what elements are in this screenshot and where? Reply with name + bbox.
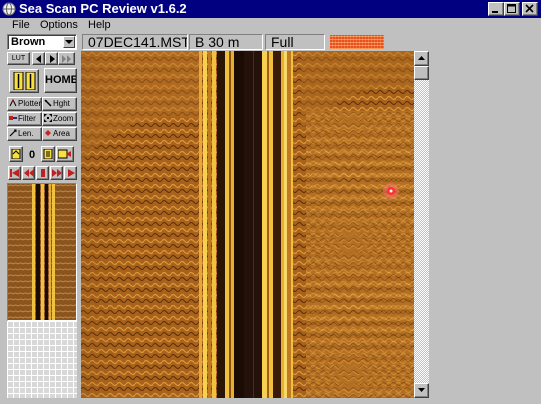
lut-button[interactable]: LUT <box>7 52 30 65</box>
filter-label: Filter <box>18 114 36 123</box>
color-palette-bar[interactable] <box>330 35 384 49</box>
marker-count: 0 <box>28 149 36 161</box>
vertical-scrollbar[interactable] <box>414 51 429 398</box>
palette-value: Brown <box>11 36 46 48</box>
target-marker-center <box>389 189 393 193</box>
arrow-left-icon <box>36 55 41 63</box>
title-bar[interactable]: Sea Scan PC Review v1.6.2 <box>0 0 541 18</box>
play-button[interactable] <box>64 166 77 180</box>
area-label: Area <box>53 129 70 138</box>
chevron-down-icon <box>65 40 73 44</box>
menu-options-label: Options <box>40 19 78 31</box>
menu-help[interactable]: Help <box>84 18 115 32</box>
zoom-button[interactable]: Zoom <box>42 112 77 126</box>
document-icon <box>11 149 21 159</box>
zoom-mode-display: Full <box>265 34 325 50</box>
play-icon <box>68 169 75 177</box>
dropdown-button[interactable] <box>63 36 75 48</box>
plotter-button[interactable]: Plotter <box>7 97 42 111</box>
home-label: HOME <box>45 74 77 86</box>
menu-bar: File Options Help <box>0 18 541 32</box>
next-button[interactable] <box>45 52 58 65</box>
stop-icon <box>41 169 45 177</box>
menu-options[interactable]: Options <box>36 18 82 32</box>
prev-button[interactable] <box>32 52 45 65</box>
rewind-start-button[interactable] <box>8 166 21 180</box>
fast-forward-icon <box>62 55 71 63</box>
minimize-icon <box>492 11 498 13</box>
range-display: B 30 m <box>189 34 263 50</box>
scroll-down-button[interactable] <box>414 383 429 398</box>
arrow-right-icon <box>50 55 55 63</box>
sonar-image-view[interactable] <box>81 51 414 398</box>
menu-file-label: File <box>12 19 30 31</box>
zoom-label: Zoom <box>53 114 74 123</box>
new-marker-button[interactable] <box>9 146 23 162</box>
window-title: Sea Scan PC Review v1.6.2 <box>19 1 187 16</box>
maximize-button[interactable] <box>504 2 520 16</box>
menu-file[interactable]: File <box>8 18 34 32</box>
rewind-button[interactable] <box>22 166 35 180</box>
plotter-icon <box>9 99 17 107</box>
fast-forward-icon <box>52 169 62 177</box>
height-label: Hght <box>53 99 70 108</box>
length-button[interactable]: Len. <box>7 127 42 141</box>
maximize-icon <box>507 4 516 13</box>
zoom-mode-text: Full <box>271 34 294 50</box>
gain-gauge-button[interactable] <box>9 69 39 93</box>
lut-label: LUT <box>11 55 26 62</box>
ruler-icon <box>9 129 17 137</box>
zoom-icon <box>44 114 52 122</box>
arrow-down-icon <box>418 388 425 392</box>
length-label: Len. <box>18 129 34 138</box>
marker-edit-button[interactable] <box>56 146 74 162</box>
filename-display: 07DEC141.MST <box>82 34 188 50</box>
area-button[interactable]: Area <box>42 127 77 141</box>
stop-button[interactable] <box>36 166 49 180</box>
fast-forward-play-button[interactable] <box>50 166 63 180</box>
scroll-up-button[interactable] <box>414 51 429 66</box>
window-bottom-edge <box>0 398 541 404</box>
close-icon <box>525 4 534 13</box>
overview-grid-area[interactable] <box>7 321 77 398</box>
skip-back-icon <box>10 169 19 177</box>
marker-list-button[interactable] <box>41 146 55 162</box>
home-button[interactable]: HOME <box>44 68 77 93</box>
range-text: B 30 m <box>195 34 240 50</box>
globe-icon[interactable] <box>2 2 16 16</box>
filename-text: 07DEC141.MST <box>88 34 188 50</box>
plotter-label: Plotter <box>18 99 42 108</box>
palette-select[interactable]: Brown <box>7 34 77 50</box>
marker-icon <box>58 149 71 159</box>
overview-map[interactable] <box>7 183 77 321</box>
height-icon <box>44 99 52 107</box>
filter-icon <box>9 116 17 120</box>
filter-button[interactable]: Filter <box>7 112 42 126</box>
menu-help-label: Help <box>88 19 111 31</box>
scroll-thumb[interactable] <box>414 66 429 80</box>
minimize-button[interactable] <box>488 2 504 16</box>
fast-forward-button[interactable] <box>58 52 75 65</box>
list-icon <box>43 149 53 159</box>
area-icon <box>45 130 51 136</box>
height-button[interactable]: Hght <box>42 97 77 111</box>
close-button[interactable] <box>522 2 538 16</box>
arrow-up-icon <box>418 56 425 60</box>
gauge-icon <box>13 72 36 90</box>
rewind-icon <box>24 169 34 177</box>
